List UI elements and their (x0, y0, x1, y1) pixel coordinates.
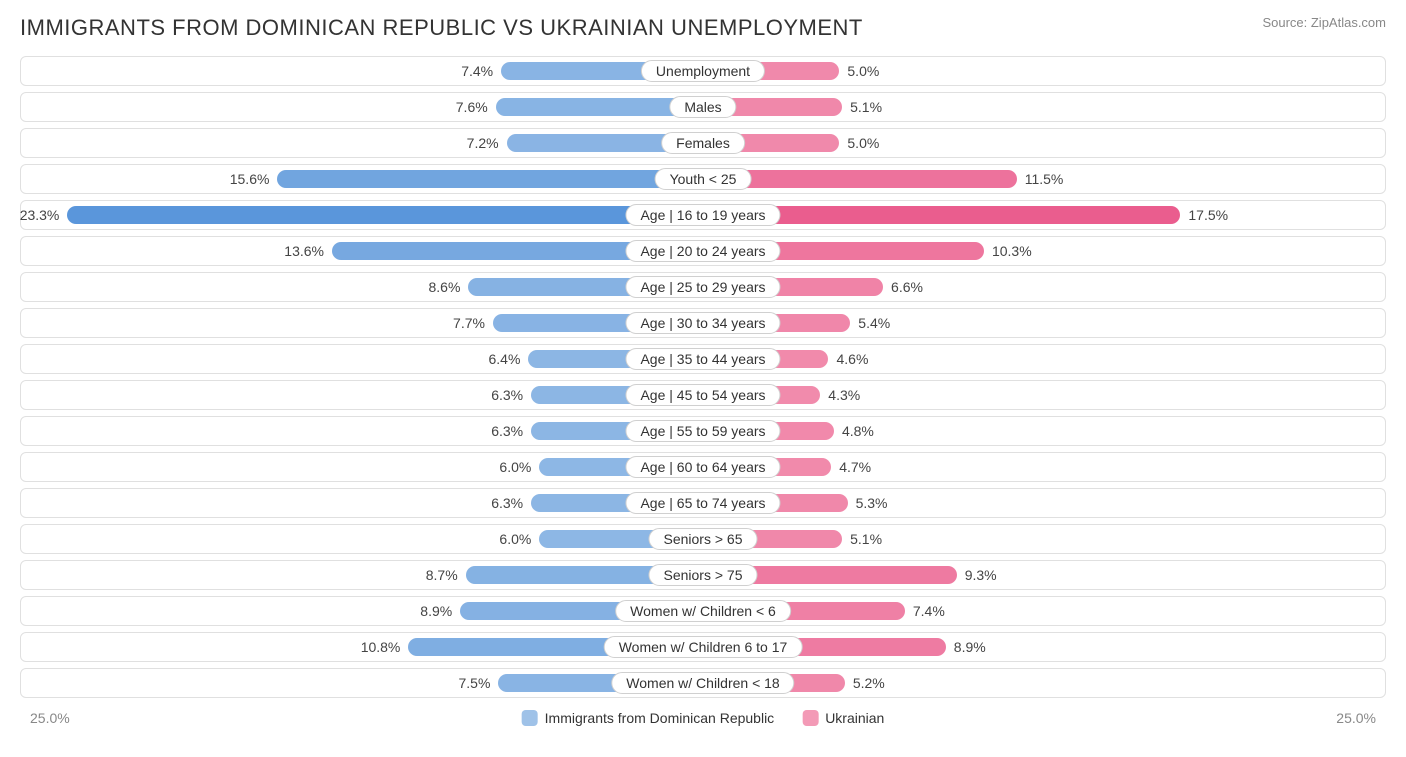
bar-left (277, 170, 703, 188)
category-label: Age | 16 to 19 years (625, 204, 780, 226)
chart-row: 6.3% 4.8% Age | 55 to 59 years (20, 416, 1386, 446)
legend-label-right: Ukrainian (825, 710, 884, 726)
chart-row: 23.3% 17.5% Age | 16 to 19 years (20, 200, 1386, 230)
category-label: Age | 35 to 44 years (625, 348, 780, 370)
category-label: Unemployment (641, 60, 765, 82)
value-label-right: 5.2% (853, 675, 885, 691)
value-label-right: 4.7% (839, 459, 871, 475)
value-label-left: 7.7% (453, 315, 485, 331)
category-label: Males (669, 96, 736, 118)
bar-left (67, 206, 703, 224)
category-label: Age | 45 to 54 years (625, 384, 780, 406)
category-label: Women w/ Children < 6 (615, 600, 791, 622)
value-label-right: 17.5% (1188, 207, 1228, 223)
value-label-right: 10.3% (992, 243, 1032, 259)
diverging-bar-chart: 7.4% 5.0% Unemployment 7.6% 5.1% Males 7.2% 5.0… (20, 56, 1386, 698)
chart-row: 10.8% 8.9% Women w/ Children 6 to 17 (20, 632, 1386, 662)
chart-header: IMMIGRANTS FROM DOMINICAN REPUBLIC VS UK… (20, 15, 1386, 41)
value-label-left: 6.3% (491, 423, 523, 439)
chart-row: 6.0% 4.7% Age | 60 to 64 years (20, 452, 1386, 482)
value-label-left: 23.3% (20, 207, 60, 223)
value-label-right: 7.4% (913, 603, 945, 619)
axis-max-left: 25.0% (30, 710, 70, 726)
value-label-right: 5.0% (847, 63, 879, 79)
value-label-left: 7.6% (456, 99, 488, 115)
value-label-right: 6.6% (891, 279, 923, 295)
category-label: Age | 60 to 64 years (625, 456, 780, 478)
chart-row: 7.7% 5.4% Age | 30 to 34 years (20, 308, 1386, 338)
category-label: Seniors > 65 (649, 528, 758, 550)
category-label: Age | 20 to 24 years (625, 240, 780, 262)
value-label-right: 4.3% (828, 387, 860, 403)
chart-row: 8.7% 9.3% Seniors > 75 (20, 560, 1386, 590)
value-label-left: 8.6% (428, 279, 460, 295)
value-label-left: 7.4% (461, 63, 493, 79)
value-label-left: 6.0% (499, 459, 531, 475)
category-label: Women w/ Children < 18 (611, 672, 794, 694)
value-label-left: 6.3% (491, 387, 523, 403)
chart-row: 8.6% 6.6% Age | 25 to 29 years (20, 272, 1386, 302)
value-label-left: 8.7% (426, 567, 458, 583)
legend: Immigrants from Dominican Republic Ukrai… (522, 710, 885, 726)
legend-swatch-right (802, 710, 818, 726)
legend-label-left: Immigrants from Dominican Republic (545, 710, 775, 726)
value-label-left: 15.6% (230, 171, 270, 187)
chart-row: 7.2% 5.0% Females (20, 128, 1386, 158)
chart-row: 7.6% 5.1% Males (20, 92, 1386, 122)
value-label-left: 7.2% (467, 135, 499, 151)
value-label-left: 6.3% (491, 495, 523, 511)
axis-max-right: 25.0% (1336, 710, 1376, 726)
chart-row: 7.5% 5.2% Women w/ Children < 18 (20, 668, 1386, 698)
source-name: ZipAtlas.com (1311, 15, 1386, 30)
category-label: Females (661, 132, 745, 154)
category-label: Age | 65 to 74 years (625, 492, 780, 514)
category-label: Age | 30 to 34 years (625, 312, 780, 334)
value-label-left: 8.9% (420, 603, 452, 619)
value-label-right: 5.3% (856, 495, 888, 511)
legend-item-right: Ukrainian (802, 710, 884, 726)
value-label-right: 5.0% (847, 135, 879, 151)
value-label-right: 11.5% (1025, 171, 1064, 187)
value-label-right: 5.1% (850, 99, 882, 115)
source-attribution: Source: ZipAtlas.com (1262, 15, 1386, 30)
value-label-right: 4.6% (836, 351, 868, 367)
chart-footer: 25.0% Immigrants from Dominican Republic… (20, 706, 1386, 730)
value-label-left: 6.4% (489, 351, 521, 367)
value-label-right: 8.9% (954, 639, 986, 655)
category-label: Youth < 25 (655, 168, 752, 190)
chart-title: IMMIGRANTS FROM DOMINICAN REPUBLIC VS UK… (20, 15, 863, 41)
category-label: Age | 25 to 29 years (625, 276, 780, 298)
chart-row: 15.6% 11.5% Youth < 25 (20, 164, 1386, 194)
category-label: Seniors > 75 (649, 564, 758, 586)
source-prefix: Source: (1262, 15, 1310, 30)
chart-row: 6.3% 4.3% Age | 45 to 54 years (20, 380, 1386, 410)
legend-item-left: Immigrants from Dominican Republic (522, 710, 775, 726)
chart-row: 6.4% 4.6% Age | 35 to 44 years (20, 344, 1386, 374)
category-label: Women w/ Children 6 to 17 (604, 636, 803, 658)
legend-swatch-left (522, 710, 538, 726)
value-label-right: 5.1% (850, 531, 882, 547)
chart-row: 7.4% 5.0% Unemployment (20, 56, 1386, 86)
value-label-left: 13.6% (284, 243, 324, 259)
value-label-right: 4.8% (842, 423, 874, 439)
chart-row: 13.6% 10.3% Age | 20 to 24 years (20, 236, 1386, 266)
value-label-right: 5.4% (858, 315, 890, 331)
category-label: Age | 55 to 59 years (625, 420, 780, 442)
value-label-left: 7.5% (458, 675, 490, 691)
value-label-right: 9.3% (965, 567, 997, 583)
value-label-left: 6.0% (499, 531, 531, 547)
value-label-left: 10.8% (361, 639, 401, 655)
chart-row: 6.0% 5.1% Seniors > 65 (20, 524, 1386, 554)
chart-row: 6.3% 5.3% Age | 65 to 74 years (20, 488, 1386, 518)
chart-row: 8.9% 7.4% Women w/ Children < 6 (20, 596, 1386, 626)
